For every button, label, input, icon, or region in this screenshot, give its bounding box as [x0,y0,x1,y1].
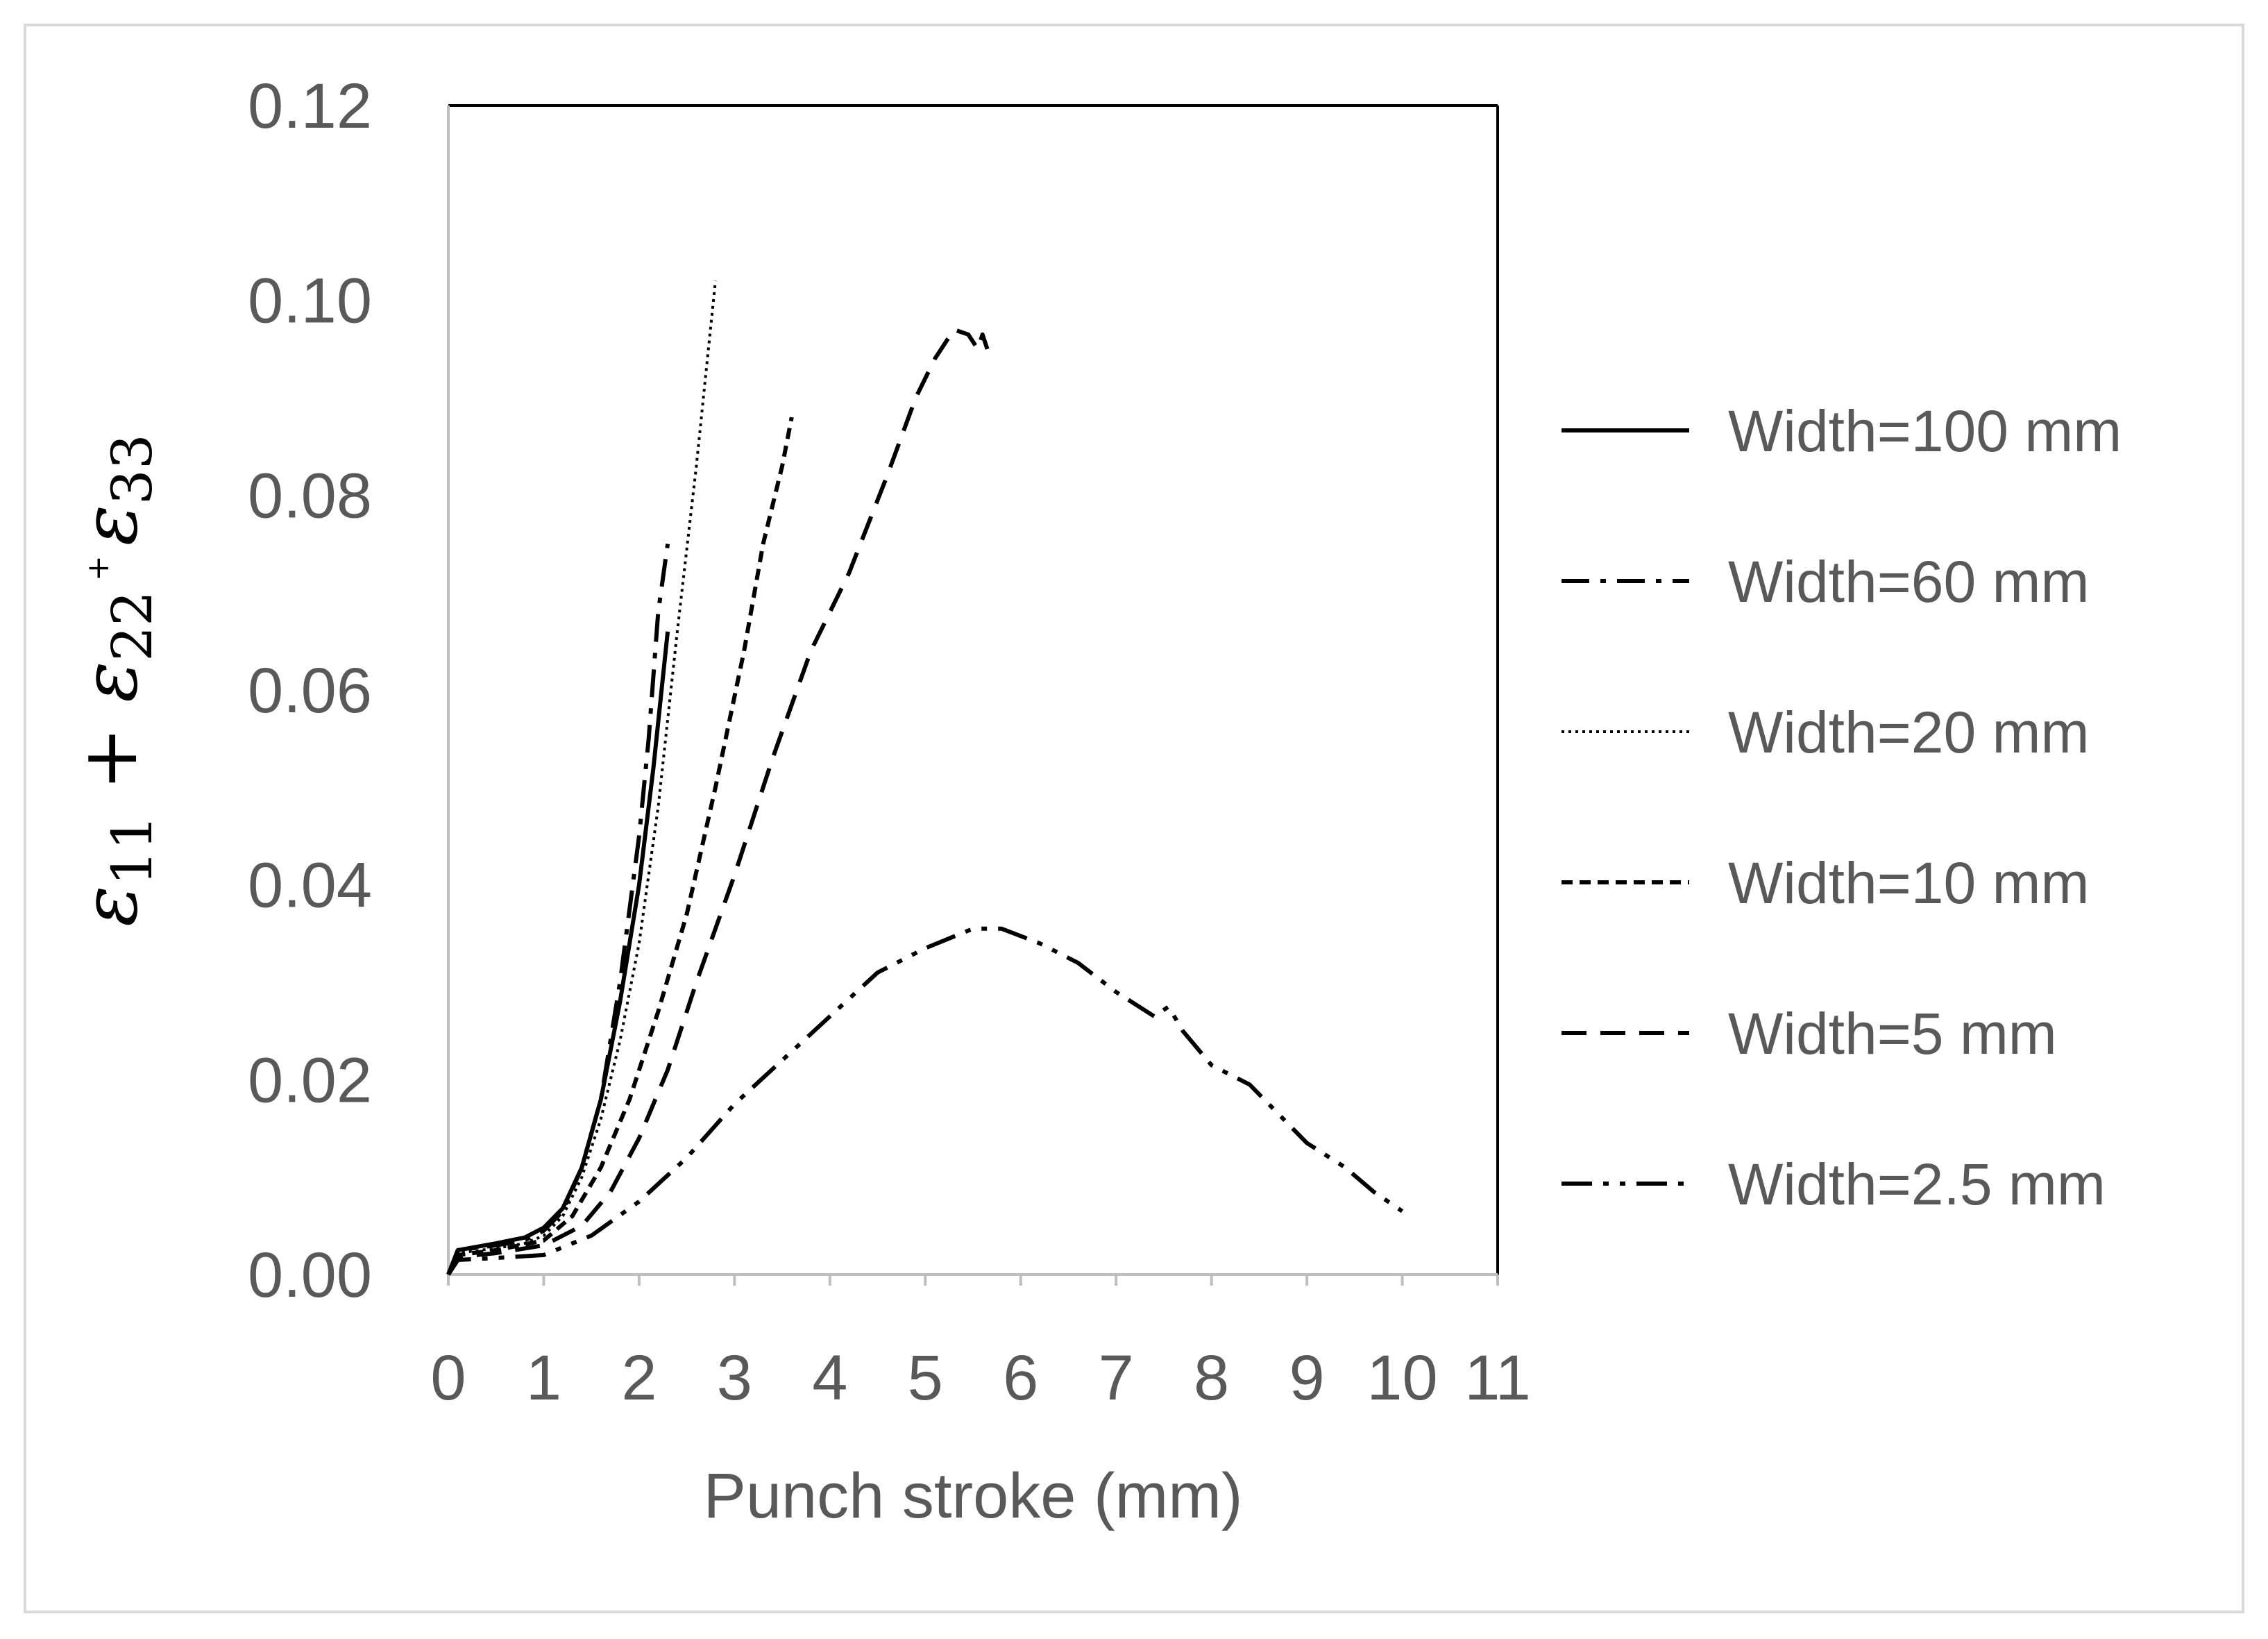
x-tick-label: 3 [717,1343,752,1413]
x-tick-label: 0 [430,1343,466,1413]
x-ticks: 0 1 2 3 4 5 6 7 8 9 10 11 [430,1275,1531,1413]
legend-label-3: Width=20 mm [1728,700,2090,765]
legend-label-4: Width=10 mm [1728,850,2090,916]
x-tick-label: 5 [908,1343,943,1413]
chart-frame [24,24,2244,1613]
x-tick-label: 2 [621,1343,657,1413]
ylabel-sub-1: 11 [100,815,164,886]
series-line-2 [446,544,670,1276]
legend-label-1: Width=100 mm [1728,398,2122,464]
ylabel-plus-2: + [81,546,116,591]
ylabel-sub-3: 33 [100,434,164,505]
plot-area [447,104,1499,1276]
ylabel-epsilon-1: ε [65,886,154,927]
ylabel-epsilon-2: ε [65,662,154,703]
series-line-6 [446,926,1404,1276]
y-tick-label: 0.00 [248,1240,372,1311]
ylabel-plus-1: + [65,703,154,815]
y-tick-label: 0.02 [248,1045,372,1116]
ylabel-epsilon-3: ε [65,505,154,546]
series-group [446,280,1404,1276]
y-tick-label: 0.08 [248,460,372,531]
series-line-5 [446,327,990,1276]
y-tick-label: 0.10 [248,266,372,337]
ylabel-sub-2: 22 [100,591,164,662]
x-tick-label: 9 [1289,1343,1325,1413]
x-tick-label: 1 [526,1343,561,1413]
x-tick-label: 11 [1464,1343,1531,1413]
y-tick-label: 0.06 [248,655,372,726]
series-line-1 [446,631,670,1276]
x-tick-label: 4 [812,1343,847,1413]
x-axis-title: Punch stroke (mm) [703,1461,1242,1531]
y-axis-title: ε11 + ε22 + ε33 [65,434,164,926]
series-line-4 [446,417,794,1276]
y-tick-label: 0.04 [248,850,372,921]
x-tick-label: 7 [1099,1343,1134,1413]
legend-label-5: Width=5 mm [1728,1001,2057,1066]
legend-label-2: Width=60 mm [1728,549,2090,614]
y-tick-label: 0.12 [248,71,372,142]
x-tick-label: 6 [1003,1343,1038,1413]
legend: Width=100 mm Width=60 mm Width=20 mm Width=… [1562,398,2122,1217]
x-tick-label: 8 [1194,1343,1229,1413]
y-ticks: 0.00 0.02 0.04 0.06 0.08 0.10 0.12 [248,71,372,1311]
x-tick-label: 10 [1366,1343,1437,1413]
series-line-3 [447,280,717,1275]
legend-label-6: Width=2.5 mm [1728,1152,2106,1217]
svg-text:ε11 + ε22 + ε33: ε11 + ε22 + ε33 [65,434,164,926]
